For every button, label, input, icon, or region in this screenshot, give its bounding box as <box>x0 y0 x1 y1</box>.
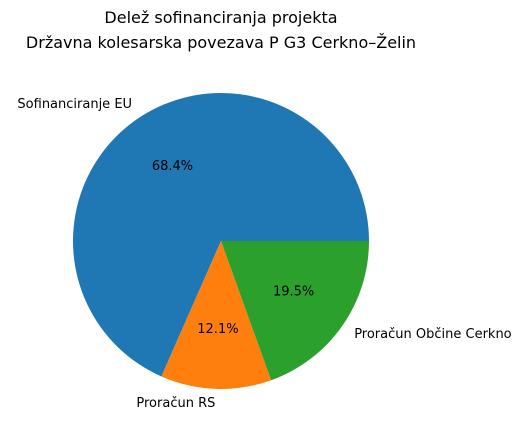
pie-slice-category-label: Sofinanciranje EU <box>17 97 132 112</box>
pie-slice-percent-label: 12.1% <box>197 322 238 337</box>
pie-labels: 68.4% Sofinanciranje EU 12.1% Proračun RS 19… <box>17 97 511 411</box>
chart-title-line-1: Delež sofinanciranja projekta <box>104 8 337 27</box>
pie-slice-category-label: Proračun Občine Cerkno <box>354 327 511 342</box>
pie-slice-category-label: Proračun RS <box>136 396 215 411</box>
pie-slice-2 <box>161 241 272 389</box>
chart-title-line-2: Državna kolesarska povezava P G3 Cerkno–… <box>26 33 416 52</box>
pie-slices <box>73 93 370 389</box>
pie-slice-1 <box>73 93 370 377</box>
pie-slice-3 <box>221 241 369 381</box>
pie-slice-percent-label: 19.5% <box>273 285 314 300</box>
pie-slice-percent-label: 68.4% <box>152 159 193 174</box>
